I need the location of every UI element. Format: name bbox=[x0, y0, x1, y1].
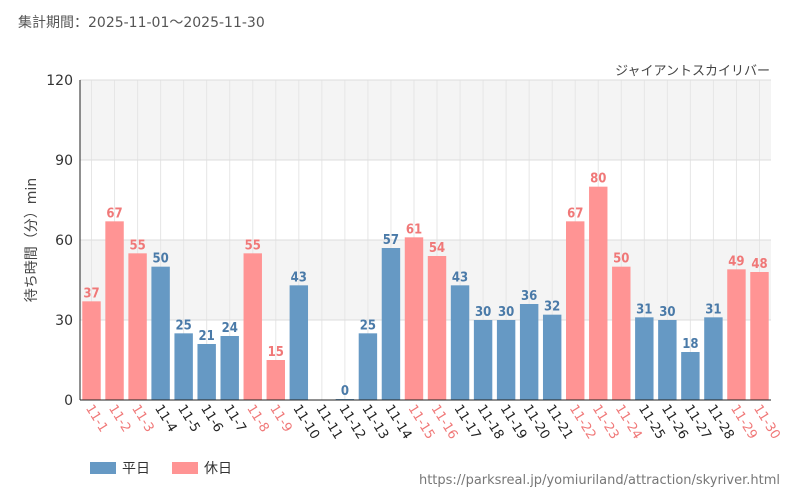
bar bbox=[450, 285, 470, 400]
data-label: 0 bbox=[341, 384, 349, 399]
data-label: 54 bbox=[429, 241, 445, 256]
data-label: 50 bbox=[152, 252, 168, 267]
data-label: 43 bbox=[452, 270, 468, 285]
data-label: 21 bbox=[199, 329, 215, 344]
bar bbox=[658, 320, 677, 400]
bar bbox=[151, 266, 170, 400]
data-label: 32 bbox=[544, 300, 560, 315]
x-tick-label: 11-8 bbox=[243, 402, 271, 435]
x-tick-label: 11-9 bbox=[266, 402, 294, 435]
plot-band bbox=[80, 320, 771, 400]
legend: 平日 休日 bbox=[90, 458, 232, 478]
x-tick-label: 11-6 bbox=[197, 402, 225, 435]
data-label: 67 bbox=[567, 206, 583, 221]
data-label: 36 bbox=[521, 289, 537, 304]
data-label: 43 bbox=[291, 270, 307, 285]
data-label: 80 bbox=[590, 172, 606, 187]
x-tick-label: 11-2 bbox=[105, 402, 133, 435]
bar bbox=[473, 320, 493, 400]
data-label: 25 bbox=[360, 318, 376, 333]
data-label: 24 bbox=[222, 321, 238, 336]
bar bbox=[566, 221, 585, 400]
data-label: 67 bbox=[106, 206, 122, 221]
legend-weekday-swatch bbox=[90, 462, 116, 474]
y-tick-label: 30 bbox=[55, 313, 73, 329]
data-label: 55 bbox=[129, 238, 145, 253]
legend-weekday-label: 平日 bbox=[122, 461, 150, 477]
legend-holiday-label: 休日 bbox=[204, 461, 232, 477]
bar bbox=[750, 272, 769, 400]
bar bbox=[635, 317, 654, 400]
bar bbox=[727, 269, 746, 400]
bar bbox=[105, 221, 124, 400]
bar bbox=[128, 253, 147, 400]
data-label: 48 bbox=[751, 257, 767, 272]
y-tick-label: 120 bbox=[46, 73, 73, 89]
y-tick-label: 0 bbox=[64, 393, 73, 409]
legend-weekday: 平日 bbox=[90, 458, 150, 478]
data-label: 30 bbox=[498, 305, 514, 320]
bar bbox=[289, 285, 309, 400]
data-label: 31 bbox=[636, 302, 652, 317]
data-label: 31 bbox=[705, 302, 721, 317]
bar bbox=[358, 333, 378, 400]
bar bbox=[519, 304, 539, 400]
bar bbox=[197, 344, 216, 400]
data-label: 37 bbox=[83, 286, 99, 301]
data-label: 25 bbox=[176, 318, 192, 333]
bar bbox=[220, 336, 239, 400]
x-tick-label: 11-1 bbox=[82, 402, 110, 435]
bar bbox=[266, 360, 285, 400]
x-tick-label: 11-5 bbox=[174, 402, 202, 435]
x-tick-label: 11-7 bbox=[220, 402, 248, 435]
data-label: 61 bbox=[406, 222, 422, 237]
x-tick-label: 11-3 bbox=[128, 402, 156, 435]
bar bbox=[381, 248, 401, 400]
y-axis-label: 待ち時間（分）min bbox=[24, 178, 40, 302]
bar bbox=[542, 314, 562, 400]
source-url[interactable]: https://parksreal.jp/yomiuriland/attract… bbox=[418, 473, 780, 488]
bar bbox=[681, 352, 700, 400]
data-label: 49 bbox=[728, 254, 744, 269]
data-label: 15 bbox=[268, 345, 284, 360]
legend-holiday-swatch bbox=[172, 462, 198, 474]
bar bbox=[174, 333, 193, 400]
attraction-name: ジャイアントスカイリバー bbox=[615, 64, 770, 79]
bar bbox=[496, 320, 516, 400]
bar bbox=[82, 301, 101, 400]
bar bbox=[243, 253, 262, 400]
data-label: 50 bbox=[613, 252, 629, 267]
plot-band bbox=[80, 160, 771, 240]
data-label: 18 bbox=[682, 337, 698, 352]
data-label: 57 bbox=[383, 233, 399, 248]
x-tick-label: 11-4 bbox=[151, 402, 179, 435]
legend-holiday: 休日 bbox=[172, 458, 232, 478]
period-label: 集計期間：2025-11-01〜2025-11-30 bbox=[18, 15, 265, 31]
data-label: 30 bbox=[475, 305, 491, 320]
bar bbox=[589, 186, 608, 400]
y-tick-label: 90 bbox=[55, 153, 73, 169]
bar bbox=[404, 237, 424, 400]
data-label: 55 bbox=[245, 238, 261, 253]
data-label: 30 bbox=[659, 305, 675, 320]
bar bbox=[612, 266, 631, 400]
bar bbox=[427, 256, 447, 400]
bar bbox=[704, 317, 723, 400]
y-tick-label: 60 bbox=[55, 233, 73, 249]
plot-band bbox=[80, 240, 771, 320]
plot-band bbox=[80, 80, 771, 160]
